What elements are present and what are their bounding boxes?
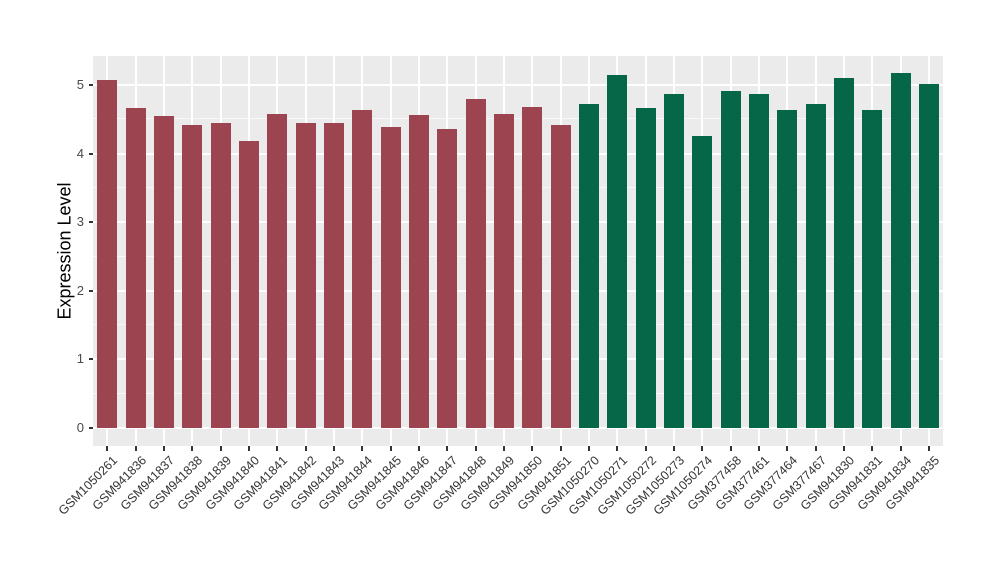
bar-GSM1050261: [97, 79, 118, 428]
gridline-major: [93, 84, 943, 86]
x-tick-mark: [531, 446, 534, 451]
x-tick-mark: [871, 446, 874, 451]
x-tick-mark: [502, 446, 505, 451]
x-tick-mark: [672, 446, 675, 451]
plot-panel: [93, 56, 943, 446]
bar-GSM941834: [890, 73, 911, 428]
bar-GSM1050271: [607, 74, 628, 428]
gridline-minor: [93, 324, 943, 326]
bar-GSM941844: [352, 110, 373, 428]
y-tick-mark: [89, 289, 93, 292]
x-tick-mark: [361, 446, 364, 451]
bar-GSM941830: [833, 78, 854, 428]
gridline-minor: [93, 118, 943, 120]
bar-GSM941840: [238, 141, 259, 428]
bar-GSM941847: [437, 128, 458, 428]
bar-GSM941846: [408, 114, 429, 428]
bar-GSM941849: [493, 113, 514, 428]
y-tick-mark: [89, 221, 93, 224]
x-tick-mark: [162, 446, 165, 451]
bar-GSM1050273: [663, 93, 684, 428]
x-tick-mark: [927, 446, 930, 451]
gridline-major: [93, 221, 943, 224]
bar-GSM941848: [465, 98, 486, 428]
x-tick-mark: [474, 446, 477, 451]
y-tick-label: 1: [76, 351, 84, 367]
x-tick-mark: [842, 446, 845, 451]
y-tick-label: 3: [76, 214, 84, 230]
x-tick-mark: [219, 446, 222, 451]
x-tick-mark: [134, 446, 137, 451]
bar-GSM941843: [323, 122, 344, 428]
x-tick-mark: [701, 446, 704, 451]
x-tick-mark: [644, 446, 647, 451]
bar-GSM941838: [182, 125, 203, 428]
gridline-major: [93, 427, 943, 429]
y-tick-label: 5: [76, 77, 84, 92]
x-tick-mark: [332, 446, 335, 451]
x-tick-mark: [814, 446, 817, 451]
bar-GSM941842: [295, 122, 316, 428]
gridline-minor: [93, 392, 943, 394]
bar-GSM941851: [550, 125, 571, 428]
bar-GSM377464: [777, 110, 798, 428]
gridline-major: [93, 358, 943, 361]
x-tick-mark: [304, 446, 307, 451]
y-tick-label: 0: [76, 420, 84, 435]
x-tick-mark: [417, 446, 420, 451]
bar-GSM941831: [862, 109, 883, 428]
y-tick-mark: [89, 84, 93, 86]
y-tick-mark: [89, 152, 93, 155]
bar-GSM377458: [720, 90, 741, 428]
gridline-major: [93, 289, 943, 292]
x-tick-mark: [559, 446, 562, 451]
bar-GSM377467: [805, 104, 826, 428]
bar-GSM377461: [748, 93, 769, 428]
x-tick-mark: [616, 446, 619, 451]
y-axis-title: Expression Level: [54, 182, 75, 320]
gridline-major: [93, 152, 943, 155]
x-tick-mark: [247, 446, 250, 451]
bar-GSM941845: [380, 126, 401, 428]
bar-GSM941836: [125, 107, 146, 428]
y-tick-mark: [89, 427, 93, 429]
bar-GSM941837: [153, 115, 174, 428]
x-tick-mark: [276, 446, 279, 451]
x-tick-mark: [899, 446, 902, 451]
x-tick-mark: [191, 446, 194, 451]
bar-GSM1050270: [578, 103, 599, 428]
y-tick-label: 4: [76, 145, 84, 161]
bar-GSM941850: [522, 106, 543, 428]
gridline-minor: [93, 255, 943, 257]
bar-GSM941835: [918, 84, 939, 428]
y-tick-label: 2: [76, 282, 84, 298]
x-tick-mark: [389, 446, 392, 451]
x-tick-mark: [757, 446, 760, 451]
x-tick-mark: [587, 446, 590, 451]
x-tick-mark: [729, 446, 732, 451]
y-tick-mark: [89, 358, 93, 361]
bar-GSM1050274: [692, 135, 713, 428]
x-tick-mark: [786, 446, 789, 451]
bar-GSM1050272: [635, 108, 656, 428]
x-tick-mark: [446, 446, 449, 451]
bar-GSM941841: [267, 113, 288, 428]
x-tick-mark: [106, 446, 109, 451]
gridline-minor: [93, 186, 943, 188]
bar-GSM941839: [210, 123, 231, 428]
